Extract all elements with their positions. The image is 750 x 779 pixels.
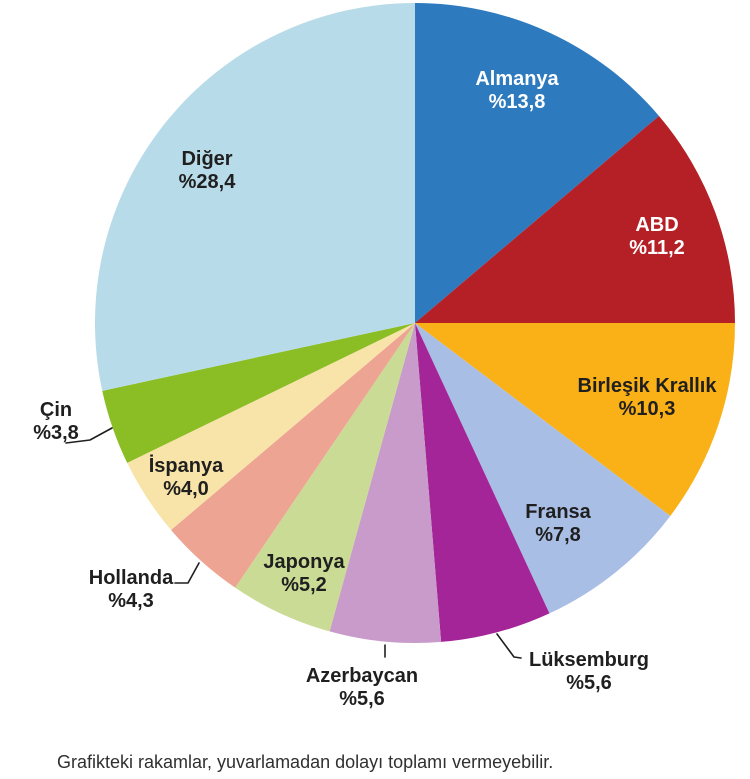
pie-slice-hollanda bbox=[171, 323, 415, 588]
chart-footnote: Grafikteki rakamlar, yuvarlamadan dolayı… bbox=[57, 752, 554, 772]
pie-label-cin: Çin %3,8 bbox=[33, 399, 79, 444]
pie-label-almanya: Almanya %13,8 bbox=[475, 68, 559, 113]
pie-label-birlesik-krallik: Birleşik Krallık %10,3 bbox=[578, 375, 718, 420]
pie-slice-japonya bbox=[235, 323, 415, 632]
leader-line-cin bbox=[65, 427, 113, 444]
pie-slice-azerbaycan bbox=[329, 323, 442, 643]
pie-label-luksemburg: Lüksemburg %5,6 bbox=[529, 649, 649, 694]
pie-slice-ispanya bbox=[127, 323, 415, 531]
pie-slice-fransa bbox=[415, 323, 671, 614]
pie-slice-birlesik-krallik bbox=[415, 323, 735, 516]
pie-slice-cin bbox=[102, 323, 416, 463]
pie-label-japonya: Japonya %5,2 bbox=[263, 551, 345, 596]
pie-slice-abd bbox=[415, 115, 735, 323]
pie-slice-diger bbox=[94, 3, 416, 391]
pie-slice-luksemburg bbox=[415, 323, 550, 642]
pie-chart-svg: Almanya %13,8 ABD %11,2 Birleşik Krallık %10,… bbox=[33, 2, 735, 710]
pie-label-azerbaycan: Azerbaycan %5,6 bbox=[306, 665, 418, 710]
pie-label-hollanda: Hollanda %4,3 bbox=[89, 567, 174, 612]
pie-label-fransa: Fransa %7,8 bbox=[525, 501, 591, 546]
pie-label-abd: ABD %11,2 bbox=[629, 214, 685, 259]
leader-line-luksemburg bbox=[496, 633, 522, 659]
pie-slice-almanya bbox=[415, 2, 659, 323]
pie-label-ispanya: İspanya %4,0 bbox=[149, 454, 224, 500]
pie-label-diger: Diğer %28,4 bbox=[179, 148, 237, 193]
leader-line-hollanda bbox=[174, 562, 200, 584]
